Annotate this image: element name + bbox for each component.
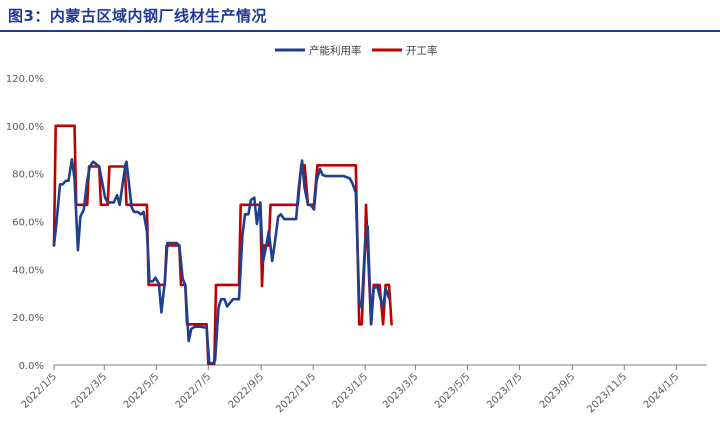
x-tick-label: 2023/1/5 — [331, 371, 371, 411]
y-tick-label: 60.0% — [12, 218, 44, 229]
x-tick-label: 2022/5/5 — [122, 371, 162, 411]
y-tick-label: 20.0% — [12, 313, 44, 324]
x-tick-label: 2023/3/5 — [381, 371, 421, 411]
legend-label: 开工率 — [406, 44, 438, 57]
x-tick-label: 2022/7/5 — [174, 371, 214, 411]
x-tick-label: 2023/5/5 — [433, 371, 473, 411]
y-tick-label: 100.0% — [6, 122, 44, 133]
y-tick-label: 40.0% — [12, 265, 44, 276]
x-tick-label: 2023/9/5 — [538, 371, 578, 411]
series-line-2 — [52, 124, 393, 366]
title-divider — [0, 30, 720, 32]
y-axis-ticks: 0.0% 20.0% 40.0% 60.0% 80.0% 100.0% 120.0% — [6, 74, 44, 372]
x-tick-label: 2024/1/5 — [642, 371, 682, 411]
y-tick-label: 120.0% — [6, 74, 44, 85]
x-tick-label: 2022/11/5 — [274, 371, 318, 415]
y-tick-label: 80.0% — [12, 170, 44, 181]
series-lines — [52, 124, 393, 366]
x-tick-label: 2023/7/5 — [485, 371, 525, 411]
x-tick-label: 2022/9/5 — [227, 371, 267, 411]
x-axis-ticks: 2022/1/5 2022/3/5 2022/5/5 2022/7/5 2022/9/5… — [20, 365, 682, 415]
x-tick-label: 2022/3/5 — [70, 371, 110, 411]
y-tick-label: 0.0% — [19, 361, 44, 372]
title-bar: 图3：内蒙古区域内钢厂线材生产情况 — [0, 0, 720, 30]
page-title: 图3：内蒙古区域内钢厂线材生产情况 — [8, 7, 267, 25]
legend: 产能利用率 开工率 — [275, 44, 438, 57]
legend-label: 产能利用率 — [309, 44, 362, 57]
x-tick-label: 2023/11/5 — [585, 371, 629, 415]
x-tick-label: 2022/1/5 — [20, 371, 60, 411]
series-line-1 — [52, 158, 391, 366]
